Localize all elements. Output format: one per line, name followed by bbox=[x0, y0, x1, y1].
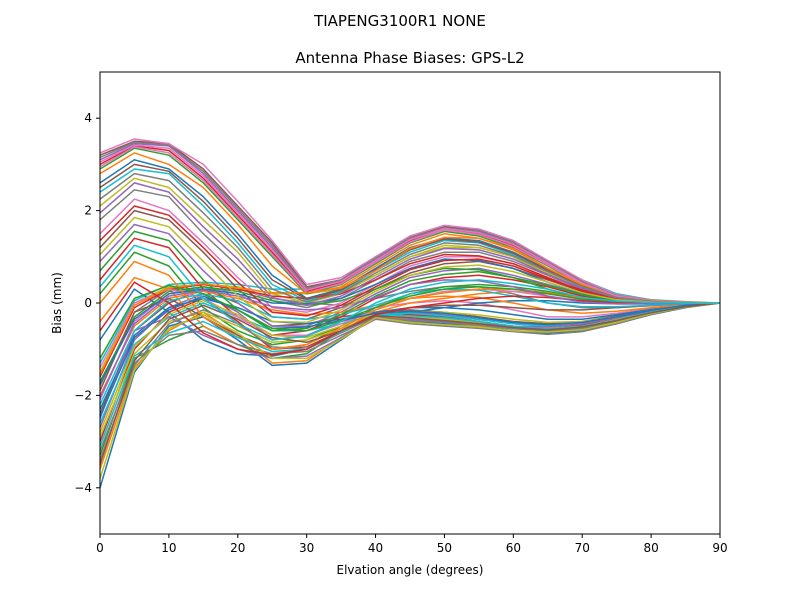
series-line-53 bbox=[99, 284, 720, 359]
x-axis-label: Elvation angle (degrees) bbox=[337, 563, 484, 577]
series-line-2 bbox=[99, 302, 721, 470]
series-line-55 bbox=[99, 279, 721, 399]
series-line-35 bbox=[99, 302, 721, 419]
x-tick-label: 70 bbox=[575, 541, 590, 555]
x-tick-label: 90 bbox=[712, 541, 727, 555]
series-line-54 bbox=[99, 281, 720, 356]
chart-title: Antenna Phase Biases: GPS-L2 bbox=[295, 49, 524, 67]
series-line-51 bbox=[99, 295, 721, 417]
y-axis-ticks: −4 −2 0 2 4 bbox=[74, 111, 100, 495]
series-line-59 bbox=[99, 216, 720, 324]
series-line-58 bbox=[99, 172, 720, 304]
series-line-27 bbox=[99, 138, 721, 304]
series-lines bbox=[99, 138, 721, 489]
series-line-38 bbox=[99, 302, 721, 461]
y-tick-label: 0 bbox=[84, 296, 92, 310]
y-tick-label: 2 bbox=[84, 204, 92, 218]
x-tick-label: 30 bbox=[299, 541, 314, 555]
series-line-3 bbox=[99, 302, 721, 456]
series-line-56 bbox=[99, 302, 721, 465]
series-line-60 bbox=[99, 244, 720, 341]
series-line-57 bbox=[99, 144, 721, 304]
series-line-44 bbox=[99, 205, 720, 317]
series-line-24 bbox=[99, 145, 721, 304]
y-tick-label: −4 bbox=[74, 481, 92, 495]
series-line-49 bbox=[99, 302, 721, 479]
x-tick-label: 0 bbox=[96, 541, 104, 555]
x-tick-label: 40 bbox=[368, 541, 383, 555]
x-tick-label: 50 bbox=[437, 541, 452, 555]
x-tick-label: 10 bbox=[161, 541, 176, 555]
y-axis-label: Bias (mm) bbox=[50, 272, 64, 334]
x-tick-label: 20 bbox=[230, 541, 245, 555]
x-tick-label: 60 bbox=[506, 541, 521, 555]
figure-suptitle: TIAPENG3100R1 NONE bbox=[313, 12, 486, 30]
series-line-28 bbox=[99, 302, 721, 452]
x-tick-label: 80 bbox=[643, 541, 658, 555]
y-tick-label: −2 bbox=[74, 388, 92, 402]
x-axis-ticks: 0 10 20 30 40 50 60 70 80 90 bbox=[96, 534, 728, 555]
y-tick-label: 4 bbox=[84, 111, 92, 125]
